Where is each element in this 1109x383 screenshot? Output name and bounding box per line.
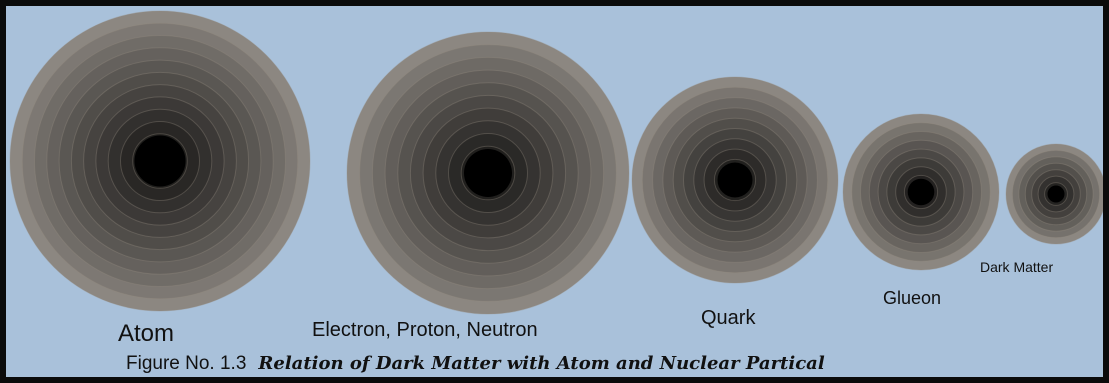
sphere-core [717, 162, 753, 198]
electron-proton-neutron-sphere [346, 31, 630, 315]
figure-title: Relation of Dark Matter with Atom and Nu… [258, 353, 825, 374]
gluon-sphere [842, 113, 1000, 271]
sphere-core [1047, 185, 1065, 203]
quark-label: Quark [701, 307, 756, 329]
electron-proton-neutron-label: Electron, Proton, Neutron [312, 319, 538, 341]
dark-matter-sphere [1005, 143, 1103, 245]
atom-sphere [9, 10, 311, 312]
atom-label: Atom [118, 320, 175, 347]
sphere-core [464, 149, 512, 197]
quark-sphere [631, 76, 839, 284]
sphere-core [134, 135, 186, 187]
particle-diagram [9, 10, 1103, 315]
gluon-label: Glueon [883, 288, 942, 308]
dark-matter-label: Dark Matter [980, 259, 1054, 275]
figure-number: Figure No. 1.3 [126, 353, 247, 374]
sphere-core [907, 178, 935, 206]
figure-caption: Figure No. 1.3 Relation of Dark Matter wi… [126, 354, 825, 373]
